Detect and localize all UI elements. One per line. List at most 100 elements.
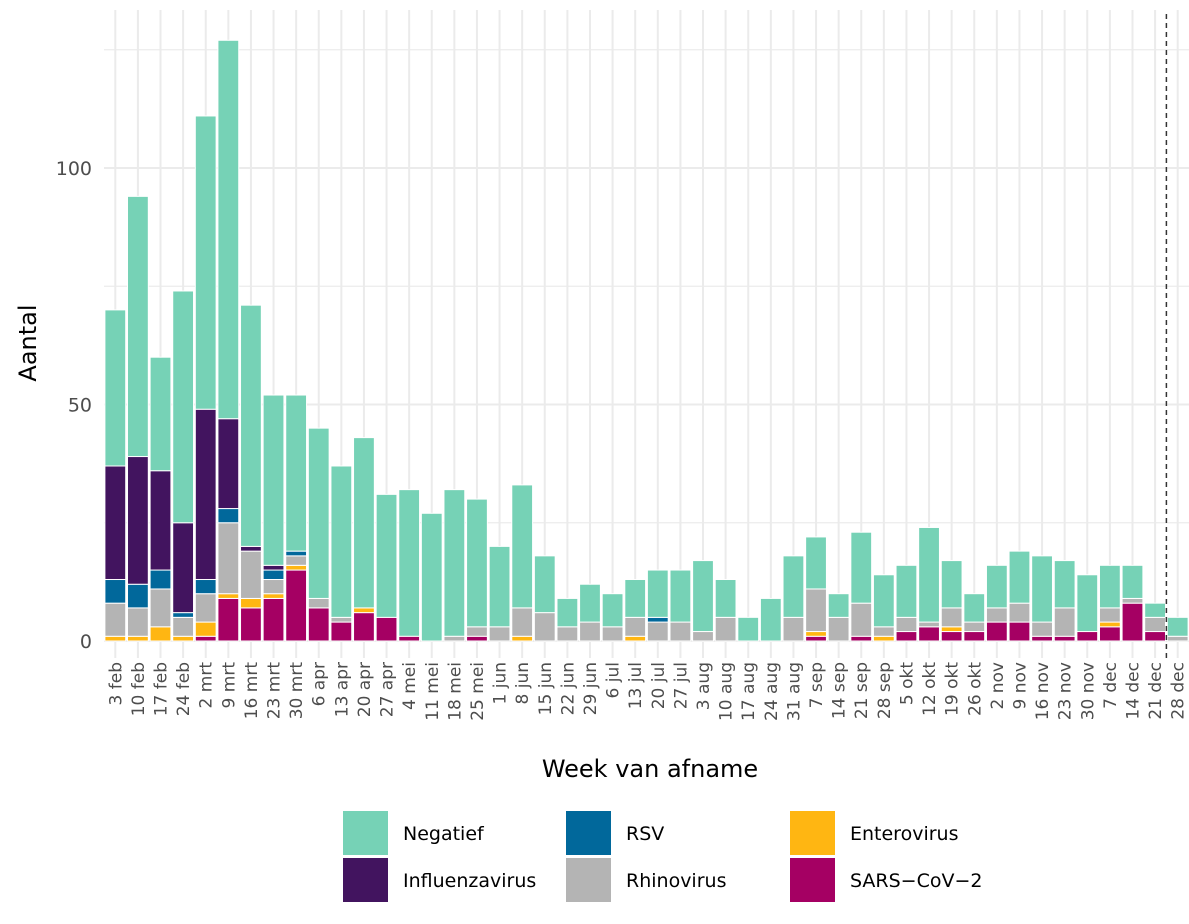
bar-segment: [285, 394, 308, 552]
x-tick-label: 28 dec: [1169, 662, 1189, 720]
x-tick-label: 18 mei: [445, 662, 465, 721]
legend-label: Rhinovirus: [626, 870, 726, 892]
bar-segment: [217, 508, 240, 524]
bar-segment: [217, 597, 240, 642]
bar-segment: [556, 626, 579, 642]
bar-segment: [895, 631, 918, 642]
x-tick-label: 27 jul: [671, 662, 691, 709]
x-tick-label: 21 sep: [852, 662, 872, 719]
x-tick-label: 13 jul: [626, 662, 646, 709]
bar-segment: [601, 593, 624, 628]
bar-segment: [895, 616, 918, 633]
legend-label: RSV: [626, 823, 664, 845]
legend-label: Influenzavirus: [403, 870, 536, 892]
bar-segment: [307, 427, 330, 599]
bar-segment: [714, 579, 737, 618]
bar-segment: [1121, 597, 1144, 604]
bar-segment: [307, 607, 330, 642]
x-tick-label: 25 mei: [468, 662, 488, 721]
bar-segment: [330, 616, 353, 623]
x-tick-label: 20 jul: [649, 662, 669, 709]
x-tick-label: 8 jun: [513, 662, 533, 705]
bar-segment: [985, 607, 1008, 623]
bar-segment: [1053, 607, 1076, 637]
bar-segment: [240, 545, 262, 552]
x-tick-label: 28 sep: [875, 662, 895, 719]
x-tick-label: 16 nov: [1033, 662, 1053, 720]
bar-segment: [714, 616, 737, 642]
x-tick-label: 29 jun: [581, 662, 601, 715]
bar-segment: [353, 607, 375, 614]
bar-segment: [1144, 631, 1166, 642]
bar-segment: [443, 635, 466, 642]
bar-segment: [669, 621, 692, 642]
x-tick-label: 9 nov: [1010, 662, 1030, 709]
x-tick-label: 20 apr: [355, 662, 375, 717]
legend-label: Negatief: [403, 823, 485, 845]
bar-segment: [624, 635, 647, 642]
bar-segment: [1144, 616, 1166, 633]
x-tick-label: 3 feb: [106, 662, 126, 705]
bar-segment: [104, 465, 127, 581]
bar-segment: [375, 493, 398, 618]
bar-segment: [985, 564, 1008, 609]
bar-segment: [398, 489, 421, 637]
x-tick-label: 11 mei: [423, 662, 443, 721]
bar-segment: [963, 631, 986, 642]
bar-segment: [127, 456, 149, 585]
x-tick-label: 7 dec: [1101, 662, 1121, 709]
bar-segment: [805, 536, 827, 590]
bar-segment: [488, 545, 511, 628]
x-tick-label: 2 mrt: [197, 662, 217, 709]
bar-segment: [940, 607, 963, 628]
bar-segment: [895, 564, 918, 618]
bar-segment: [217, 39, 240, 420]
x-tick-label: 9 mrt: [219, 662, 239, 709]
bar-segment: [918, 621, 940, 628]
legend-swatch: [566, 811, 611, 855]
bar-segment: [692, 631, 714, 642]
x-axis-title: Week van afname: [542, 755, 758, 783]
legend-swatch: [790, 811, 835, 855]
bar-segment: [194, 408, 217, 581]
bar-segment: [872, 574, 895, 628]
bar-segment: [985, 621, 1008, 642]
bar-segment: [240, 550, 262, 599]
bar-segment: [149, 356, 172, 472]
bar-segment: [172, 616, 195, 637]
bar-segment: [1076, 574, 1099, 633]
bar-segment: [1031, 555, 1053, 623]
bar-segment: [375, 616, 398, 642]
bar-segment: [104, 309, 127, 467]
bar-segment: [443, 489, 466, 637]
bar-segment: [194, 621, 217, 637]
bar-segment: [805, 635, 827, 642]
bar-segment: [330, 621, 353, 642]
bar-segment: [194, 593, 217, 623]
bar-segment: [646, 616, 669, 623]
bar-segment: [330, 465, 353, 618]
bar-segment: [217, 522, 240, 595]
legend-swatch: [566, 858, 611, 902]
bar-segment: [149, 626, 172, 642]
bar-segment: [805, 631, 827, 637]
bar-segment: [172, 522, 195, 614]
bar-segment: [872, 635, 895, 642]
x-tick-label: 17 feb: [152, 662, 172, 716]
x-tick-label: 10 feb: [129, 662, 149, 716]
bar-segment: [488, 626, 511, 642]
bar-segment: [262, 579, 285, 595]
bar-segment: [149, 569, 172, 590]
bar-segment: [872, 626, 895, 637]
bar-segment: [285, 569, 308, 642]
bar-segment: [918, 626, 940, 642]
bar-segment: [127, 607, 149, 637]
bar-segment: [1031, 635, 1053, 642]
bar-segment: [1008, 602, 1031, 623]
x-tick-label: 31 aug: [784, 662, 804, 721]
bar-segment: [1076, 631, 1099, 642]
y-tick-labels: 0 50 100: [56, 158, 92, 653]
bar-segment: [353, 437, 375, 609]
x-tick-label: 2 nov: [988, 662, 1008, 709]
x-tick-label: 16 mrt: [242, 662, 262, 720]
